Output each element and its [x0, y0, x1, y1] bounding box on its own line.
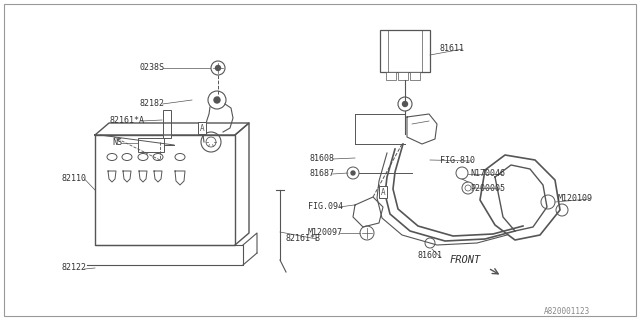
Text: A: A	[200, 124, 204, 132]
Text: 81608: 81608	[310, 154, 335, 163]
Text: M120109: M120109	[558, 194, 593, 203]
Text: 0238S: 0238S	[140, 62, 165, 71]
Bar	[163, 110, 171, 138]
Bar	[398, 72, 408, 80]
Text: FIG.810: FIG.810	[440, 156, 475, 164]
Circle shape	[216, 66, 221, 70]
Bar	[380, 30, 430, 72]
Circle shape	[214, 97, 220, 103]
Text: FRONT: FRONT	[450, 255, 481, 265]
Text: 82122: 82122	[62, 263, 87, 273]
Text: NS: NS	[112, 138, 122, 147]
Text: 81611: 81611	[440, 44, 465, 52]
Text: A: A	[381, 188, 385, 196]
Bar	[138, 138, 164, 152]
Text: 81601: 81601	[418, 252, 443, 260]
Text: 82161*B: 82161*B	[285, 234, 320, 243]
Text: FIG.094: FIG.094	[308, 202, 343, 211]
Text: P200005: P200005	[470, 183, 505, 193]
Circle shape	[351, 171, 355, 175]
Ellipse shape	[107, 154, 117, 161]
Ellipse shape	[138, 154, 148, 161]
Text: 81687: 81687	[310, 169, 335, 178]
Text: 82182: 82182	[140, 99, 165, 108]
Text: M120097: M120097	[308, 228, 343, 236]
Ellipse shape	[175, 154, 185, 161]
Ellipse shape	[153, 154, 163, 161]
Text: A820001123: A820001123	[544, 308, 590, 316]
Bar	[410, 72, 420, 80]
Ellipse shape	[122, 154, 132, 161]
Text: N170046: N170046	[470, 169, 505, 178]
Bar	[95, 135, 235, 245]
Circle shape	[403, 101, 408, 107]
Text: 82110: 82110	[62, 173, 87, 182]
Text: 82161*A: 82161*A	[110, 116, 145, 124]
Bar	[386, 72, 396, 80]
